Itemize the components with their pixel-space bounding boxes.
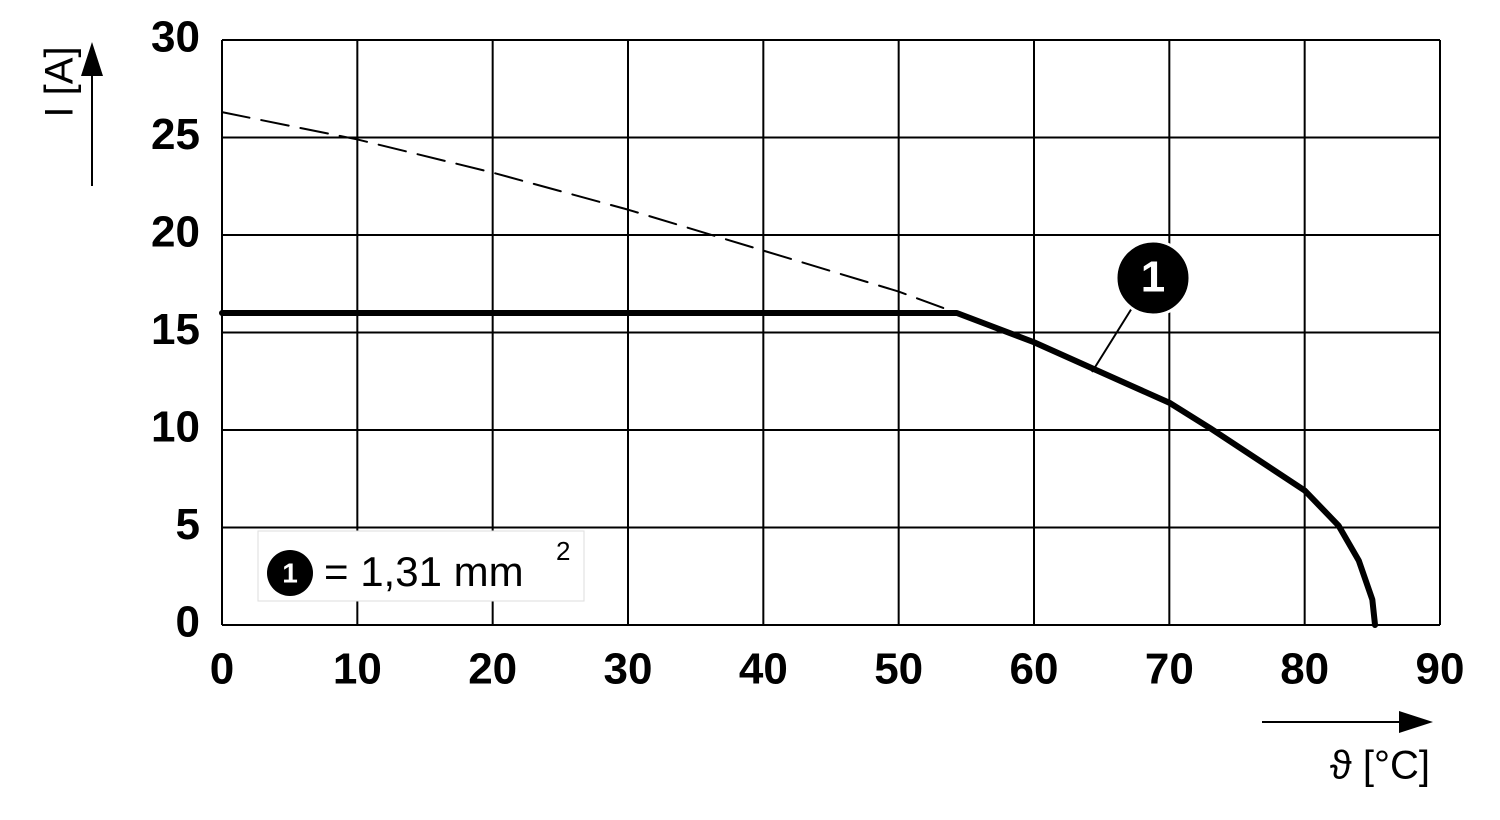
y-axis-arrowhead (81, 42, 103, 76)
x-axis-arrowhead (1399, 711, 1433, 733)
x-axis-label: ϑ [°C] (1330, 744, 1430, 788)
x-tick-label: 90 (1416, 645, 1465, 694)
y-tick-label: 0 (176, 598, 200, 647)
x-tick-label: 50 (874, 645, 923, 694)
x-tick-label: 20 (468, 645, 517, 694)
x-tick-label: 70 (1145, 645, 1194, 694)
y-tick-label: 25 (151, 110, 200, 159)
x-tick-label: 10 (333, 645, 382, 694)
x-tick-label: 80 (1280, 645, 1329, 694)
legend-text: = 1,31 mm (324, 548, 524, 595)
x-tick-label: 40 (739, 645, 788, 694)
annotation-leader (1091, 307, 1133, 373)
data-line (221, 111, 958, 314)
legend-box (257, 530, 585, 602)
legend-superscript: 2 (556, 536, 570, 566)
y-axis-label: I [A] (38, 46, 82, 117)
legend-marker (267, 550, 313, 596)
y-tick-label: 5 (176, 500, 200, 549)
y-tick-label: 30 (151, 13, 200, 62)
data-line (219, 310, 1379, 628)
annotation-circle (1114, 239, 1192, 317)
legend-marker-label: 1 (282, 557, 298, 588)
y-tick-label: 15 (151, 305, 200, 354)
y-tick-label: 10 (151, 403, 200, 452)
annotation-label: 1 (1141, 253, 1165, 302)
x-tick-label: 30 (604, 645, 653, 694)
x-tick-label: 60 (1010, 645, 1059, 694)
x-tick-label: 0 (210, 645, 234, 694)
y-tick-label: 20 (151, 208, 200, 257)
